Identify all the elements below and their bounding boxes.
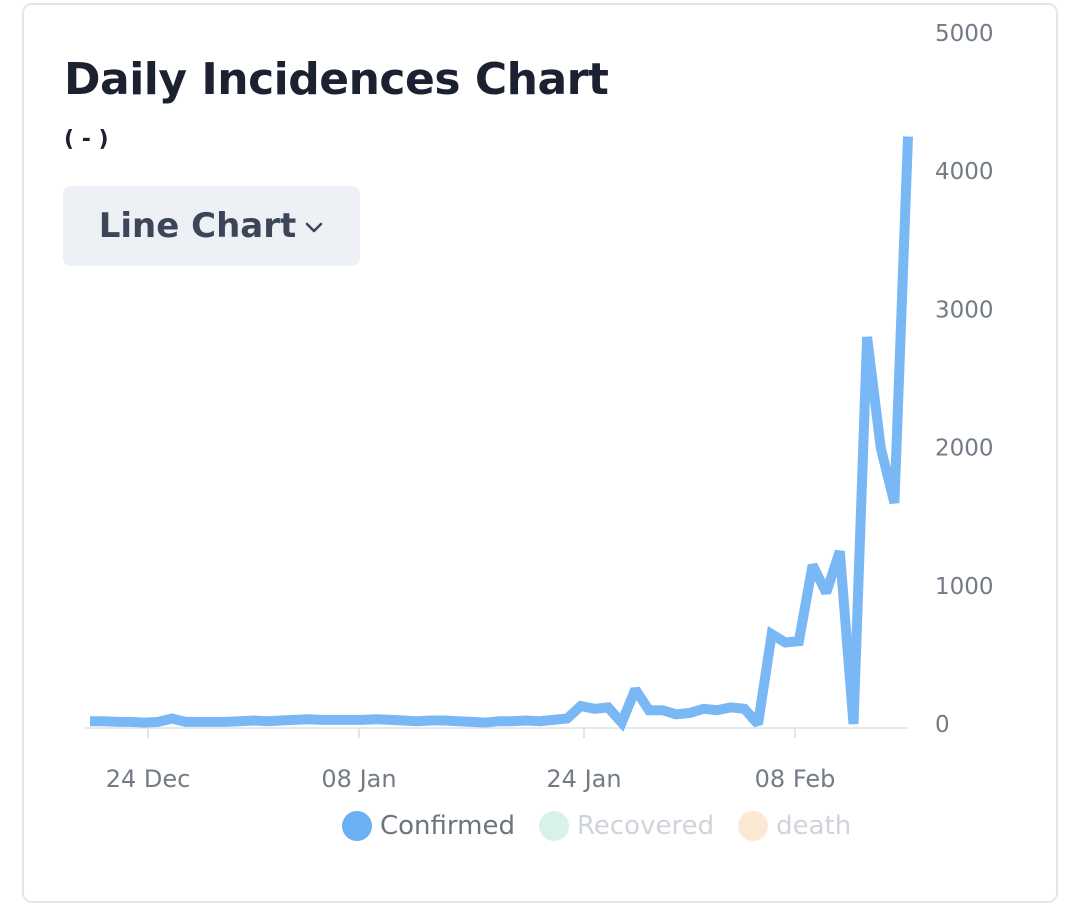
- chart-type-dropdown[interactable]: Line Chart: [63, 186, 360, 266]
- y-tick-label: 4000: [935, 159, 994, 185]
- legend-confirmed[interactable]: Confirmed: [342, 811, 515, 841]
- chart-title: Daily Incidences Chart: [64, 54, 609, 105]
- chart-legend: Confirmed Recovered death: [342, 808, 851, 844]
- x-tick-label: 24 Dec: [106, 765, 191, 793]
- line-chart: 0 1000 2000 3000 4000 5000 24 Dec 08 Jan 24 Jan…: [85, 21, 994, 793]
- legend-death[interactable]: death: [738, 811, 851, 841]
- series-line-confirmed[interactable]: [90, 136, 913, 732]
- chevron-down-icon: [305, 222, 323, 233]
- confirmed-dot-icon: [342, 811, 372, 841]
- recovered-dot-icon: [538, 811, 569, 841]
- y-tick-label: 3000: [935, 297, 994, 323]
- x-tick-label: 08 Jan: [321, 765, 396, 793]
- legend-death-label: death: [776, 811, 852, 841]
- chart-type-label: Line Chart: [98, 206, 297, 246]
- y-tick-label: 2000: [935, 436, 994, 462]
- chart-subtitle: ( - ): [64, 127, 109, 152]
- x-tick-label: 08 Feb: [755, 765, 836, 793]
- legend-confirmed-label: Confirmed: [380, 811, 515, 841]
- y-tick-label: 0: [935, 712, 950, 738]
- y-tick-label: 1000: [935, 574, 994, 600]
- y-tick-label: 5000: [935, 21, 994, 47]
- legend-recovered[interactable]: Recovered: [538, 811, 715, 841]
- death-dot-icon: [738, 811, 769, 841]
- x-tick-label: 24 Jan: [546, 765, 621, 793]
- legend-recovered-label: Recovered: [576, 811, 715, 841]
